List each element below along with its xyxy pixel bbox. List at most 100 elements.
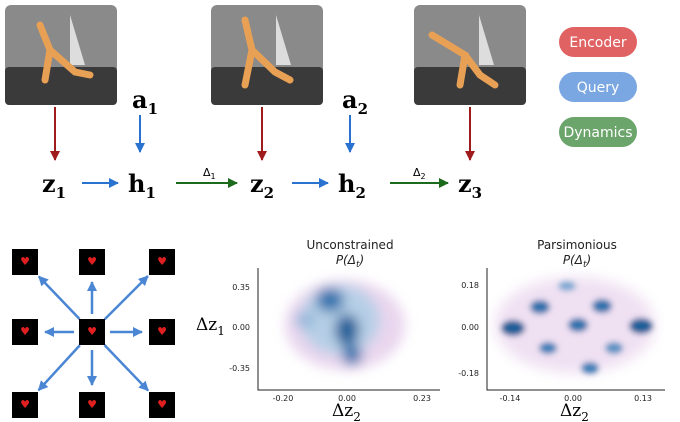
state-tile bbox=[149, 249, 175, 275]
density bbox=[495, 277, 655, 374]
plot-subtitle: P(Δt) bbox=[563, 253, 591, 270]
direction-arrow bbox=[37, 275, 81, 320]
direction-arrow bbox=[37, 344, 81, 392]
sequence: a1 a2 z1 h1 z2 h2 z3 Δ1 Δ2 bbox=[42, 85, 482, 202]
state-tile bbox=[79, 249, 105, 275]
shape bbox=[316, 288, 344, 312]
state-tile bbox=[12, 249, 38, 275]
text-part: Δz bbox=[196, 315, 217, 335]
shape bbox=[559, 117, 637, 147]
plot-parsimonious: Parsimonious P(Δt) 0.18 0.00 -0.18 -0.14… bbox=[458, 238, 665, 422]
text-part: 1 bbox=[56, 184, 66, 202]
shape bbox=[558, 281, 576, 291]
y-axis-label: Δz1 bbox=[196, 315, 225, 338]
y-tick-label: 0.00 bbox=[232, 323, 250, 332]
plot-title: Parsimonious bbox=[537, 238, 617, 252]
x-axis-label: Δz2 bbox=[560, 401, 589, 422]
legend: Encoder Query Dynamics bbox=[559, 27, 637, 147]
density bbox=[285, 280, 405, 370]
x-tick-label: -0.20 bbox=[273, 394, 294, 403]
arrows bbox=[50, 107, 475, 188]
text-part: Δz bbox=[332, 401, 353, 421]
shape bbox=[486, 268, 665, 391]
text-part: Δ bbox=[203, 166, 211, 179]
text-part: h bbox=[128, 169, 145, 198]
shape bbox=[568, 318, 588, 332]
shape bbox=[428, 31, 499, 89]
y-tick-label: -0.35 bbox=[229, 364, 250, 373]
state-tile bbox=[12, 392, 38, 418]
text-part: 2 bbox=[358, 100, 368, 118]
x-tick-label: 0.00 bbox=[564, 394, 582, 403]
plot-title: Unconstrained bbox=[306, 238, 393, 252]
direction-arrow bbox=[103, 275, 149, 321]
y-tick-label: 0.18 bbox=[461, 281, 479, 290]
shape bbox=[211, 5, 323, 105]
text-part: a bbox=[132, 85, 148, 114]
text-part: 1 bbox=[217, 324, 225, 338]
text-part: P(Δ bbox=[563, 253, 583, 267]
state-tile bbox=[79, 392, 105, 418]
text-part: Δ bbox=[413, 166, 421, 179]
state-tile bbox=[149, 392, 175, 418]
shape bbox=[581, 362, 599, 374]
x-tick-label: 0.23 bbox=[413, 394, 431, 403]
text-part: P(Δ bbox=[336, 253, 356, 267]
shape bbox=[5, 5, 117, 105]
state: z3 bbox=[458, 169, 482, 202]
text-part: z bbox=[458, 169, 472, 198]
shape bbox=[241, 16, 294, 89]
legend-dynamics: Dynamics bbox=[563, 125, 632, 141]
state-tile bbox=[79, 319, 105, 345]
text-part: ) bbox=[358, 253, 364, 267]
text-part: 2 bbox=[353, 410, 361, 422]
shape bbox=[342, 345, 362, 365]
delta: Δ2 bbox=[413, 166, 426, 181]
text-part: t bbox=[583, 260, 587, 270]
text-part: 1 bbox=[148, 100, 158, 118]
text-part: h bbox=[338, 169, 355, 198]
y-tick-label: -0.18 bbox=[458, 369, 479, 378]
y-tick-label: 0.00 bbox=[461, 323, 479, 332]
x-tick-label: 0.00 bbox=[338, 394, 356, 403]
shape bbox=[335, 314, 359, 346]
text-part: z bbox=[42, 169, 56, 198]
plot-unconstrained: Unconstrained P(Δt) 0.35 0.00 -0.35 -0.2… bbox=[196, 238, 440, 422]
text-part: 2 bbox=[421, 172, 426, 181]
text-part: ) bbox=[585, 253, 591, 267]
state: z2 bbox=[250, 169, 274, 202]
shape bbox=[530, 300, 550, 314]
text-part: Δz bbox=[560, 401, 581, 421]
shape bbox=[539, 342, 557, 354]
shape bbox=[414, 5, 526, 105]
text-part: a bbox=[342, 85, 358, 114]
x-axis-label: Δz2 bbox=[332, 401, 361, 422]
state: h2 bbox=[338, 169, 366, 202]
shape bbox=[36, 21, 94, 84]
state: z1 bbox=[42, 169, 66, 202]
delta: Δ1 bbox=[203, 166, 216, 181]
text-part: 2 bbox=[264, 184, 274, 202]
text-part: 1 bbox=[211, 172, 216, 181]
text-part: 2 bbox=[581, 410, 589, 422]
text-part: 2 bbox=[355, 184, 365, 202]
text-part: t bbox=[356, 260, 360, 270]
y-tick-label: 0.35 bbox=[232, 283, 250, 292]
action-grid bbox=[12, 249, 175, 418]
shape bbox=[559, 27, 637, 57]
text-part: 1 bbox=[145, 184, 155, 202]
direction-arrow bbox=[103, 344, 150, 392]
shape bbox=[559, 72, 637, 102]
action: a2 bbox=[342, 85, 368, 118]
action: a1 bbox=[132, 85, 158, 118]
state-tile bbox=[12, 319, 38, 345]
shape bbox=[605, 342, 623, 354]
x-tick-label: 0.13 bbox=[634, 394, 652, 403]
shape bbox=[295, 312, 315, 328]
robot-frames bbox=[5, 5, 526, 105]
legend-encoder: Encoder bbox=[569, 35, 626, 51]
text-part: z bbox=[250, 169, 264, 198]
legend-query: Query bbox=[577, 80, 620, 96]
text-part: 3 bbox=[472, 184, 482, 202]
